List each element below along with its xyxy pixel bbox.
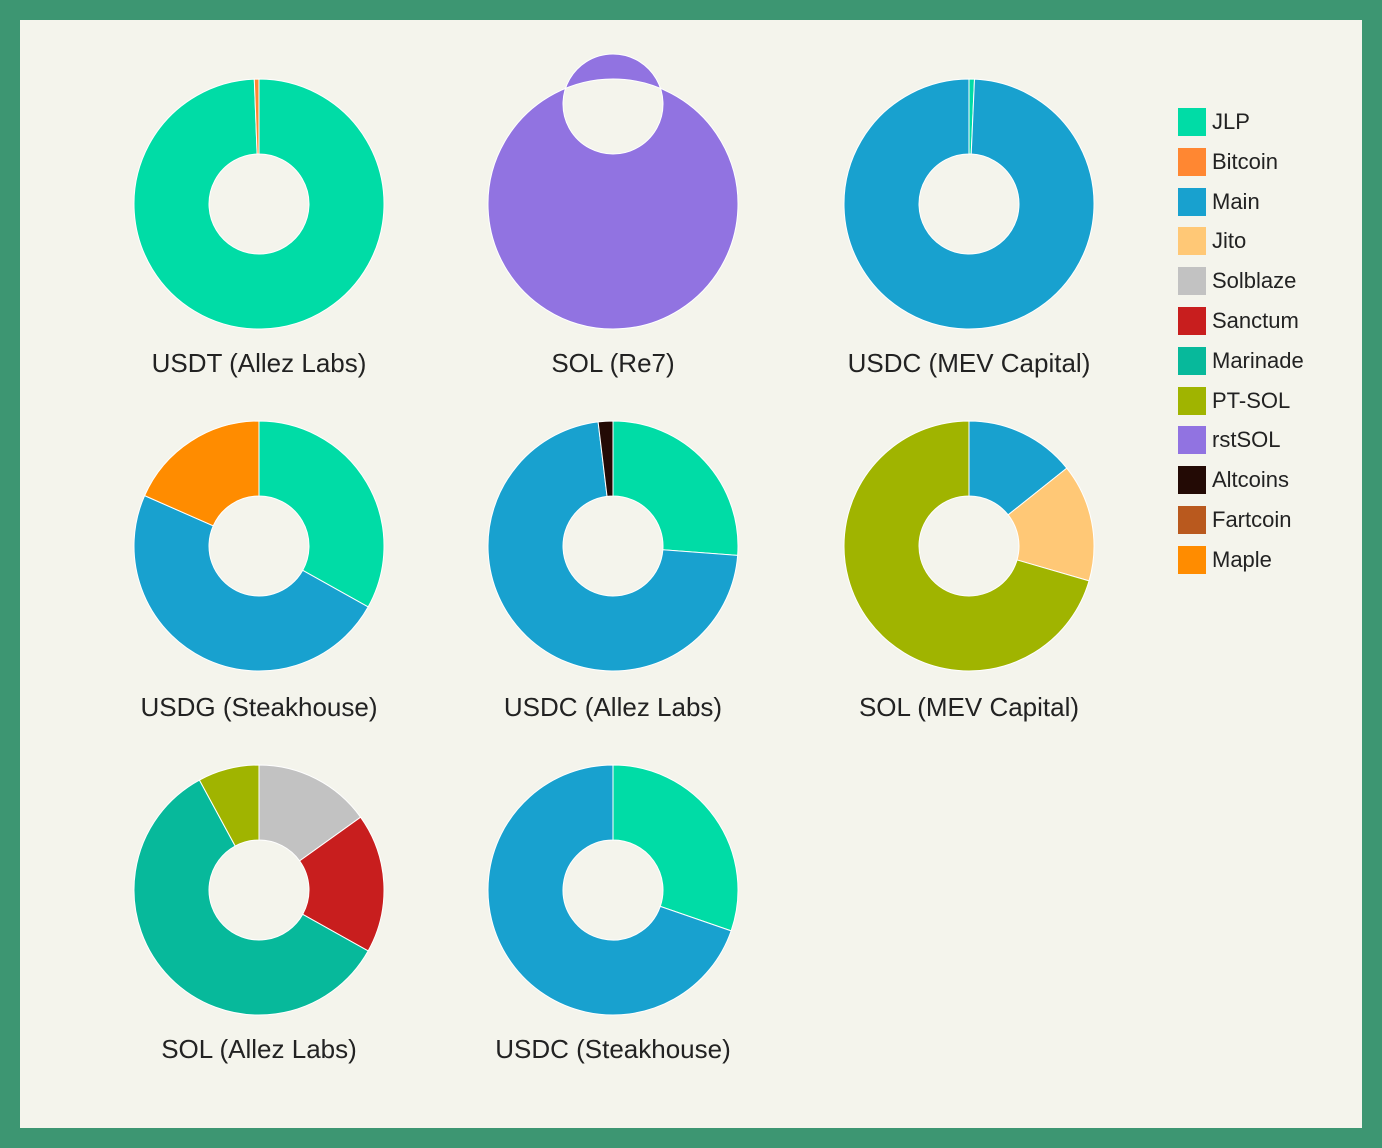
slice-altcoins[interactable] — [597, 420, 614, 497]
donut-chart-sol-re7: SOL (Re7) — [487, 53, 739, 378]
slice-jlp[interactable] — [258, 420, 385, 608]
chart-title: USDC (MEV Capital) — [848, 348, 1091, 378]
legend-swatch — [1178, 386, 1206, 415]
chart-title: SOL (Re7) — [551, 348, 674, 378]
slice-main[interactable] — [487, 764, 732, 1016]
legend-label: Bitcoin — [1212, 148, 1279, 174]
legend-label: Solblaze — [1212, 268, 1297, 294]
donut-chart-sol-allez-labs: SOL (Allez Labs) — [133, 764, 385, 1064]
legend-label: Sanctum — [1212, 307, 1299, 333]
legend-label: Marinade — [1212, 347, 1304, 373]
slice-jlp[interactable] — [612, 764, 739, 932]
legend-item-marinade[interactable]: Marinade — [1178, 346, 1304, 375]
slice-rstsol[interactable] — [487, 53, 739, 330]
slice-jlp[interactable] — [612, 420, 739, 556]
legend-swatch — [1178, 306, 1206, 335]
donut-chart-usdc-allez-labs: USDC (Allez Labs) — [487, 420, 739, 722]
legend-item-main[interactable]: Main — [1178, 187, 1304, 216]
donut-chart-usdc-mev-capital: USDC (MEV Capital) — [843, 78, 1095, 378]
donut-chart-sol-mev-capital: SOL (MEV Capital) — [843, 420, 1095, 722]
slice-jlp[interactable] — [133, 78, 385, 330]
legend-swatch — [1178, 108, 1206, 136]
legend-item-maple[interactable]: Maple — [1178, 545, 1304, 574]
legend-label: Fartcoin — [1212, 506, 1292, 532]
legend-item-jlp[interactable]: JLP — [1178, 108, 1304, 136]
legend-item-fartcoin[interactable]: Fartcoin — [1178, 505, 1304, 534]
slice-main[interactable] — [487, 421, 739, 672]
legend-swatch — [1178, 426, 1206, 455]
legend-item-jito[interactable]: Jito — [1178, 227, 1304, 256]
donut-charts: USDT (Allez Labs) SOL (Re7) USDC (MEV Capi… — [133, 53, 1095, 1064]
chart-title: SOL (MEV Capital) — [859, 692, 1079, 722]
chart-title: USDT (Allez Labs) — [152, 348, 367, 378]
slice-maple[interactable] — [143, 420, 260, 527]
chart-title: USDG (Steakhouse) — [141, 692, 378, 722]
slice-main[interactable] — [968, 420, 1068, 516]
legend-item-rstsol[interactable]: rstSOL — [1178, 426, 1304, 455]
donut-chart-usdt-allez-labs: USDT (Allez Labs) — [133, 78, 385, 378]
legend-swatch — [1178, 505, 1206, 534]
legend-label: Jito — [1212, 228, 1247, 254]
legend-item-pt-sol[interactable]: PT-SOL — [1178, 386, 1304, 415]
slice-marinade[interactable] — [133, 779, 369, 1016]
legend-item-sanctum[interactable]: Sanctum — [1178, 306, 1304, 335]
donut-chart-usdg-steakhouse: USDG (Steakhouse) — [133, 420, 385, 722]
legend-item-solblaze[interactable]: Solblaze — [1178, 267, 1304, 296]
legend-item-altcoins[interactable]: Altcoins — [1178, 466, 1304, 495]
legend-swatch — [1178, 267, 1206, 296]
donut-chart-usdc-steakhouse: USDC (Steakhouse) — [487, 764, 739, 1064]
legend-label: JLP — [1212, 109, 1250, 134]
legend-label: PT-SOL — [1212, 387, 1291, 413]
legend-label: Main — [1212, 188, 1260, 214]
chart-title: USDC (Allez Labs) — [504, 692, 722, 722]
legend-label: Maple — [1212, 546, 1272, 572]
slice-pt-sol[interactable] — [198, 764, 260, 847]
chart-title: SOL (Allez Labs) — [161, 1034, 357, 1064]
slice-main[interactable] — [133, 494, 369, 672]
legend-swatch — [1178, 187, 1206, 216]
chart-title: USDC (Steakhouse) — [495, 1034, 731, 1064]
legend-swatch — [1178, 346, 1206, 375]
slice-main[interactable] — [843, 78, 1095, 330]
chart-panel: USDT (Allez Labs) SOL (Re7) USDC (MEV Capi… — [20, 20, 1362, 1128]
legend-swatch — [1178, 545, 1206, 574]
slice-sanctum[interactable] — [298, 816, 385, 952]
legend-item-bitcoin[interactable]: Bitcoin — [1178, 147, 1304, 176]
legend: JLP Bitcoin Main Jito Solblaze Sanctum Marinad… — [1178, 108, 1304, 586]
legend-label: Altcoins — [1212, 467, 1290, 493]
legend-swatch — [1178, 147, 1206, 176]
legend-label: rstSOL — [1212, 427, 1281, 453]
slice-bitcoin[interactable] — [253, 78, 260, 155]
legend-swatch — [1178, 466, 1206, 495]
legend-swatch — [1178, 227, 1206, 256]
slice-pt-sol[interactable] — [843, 420, 1090, 672]
